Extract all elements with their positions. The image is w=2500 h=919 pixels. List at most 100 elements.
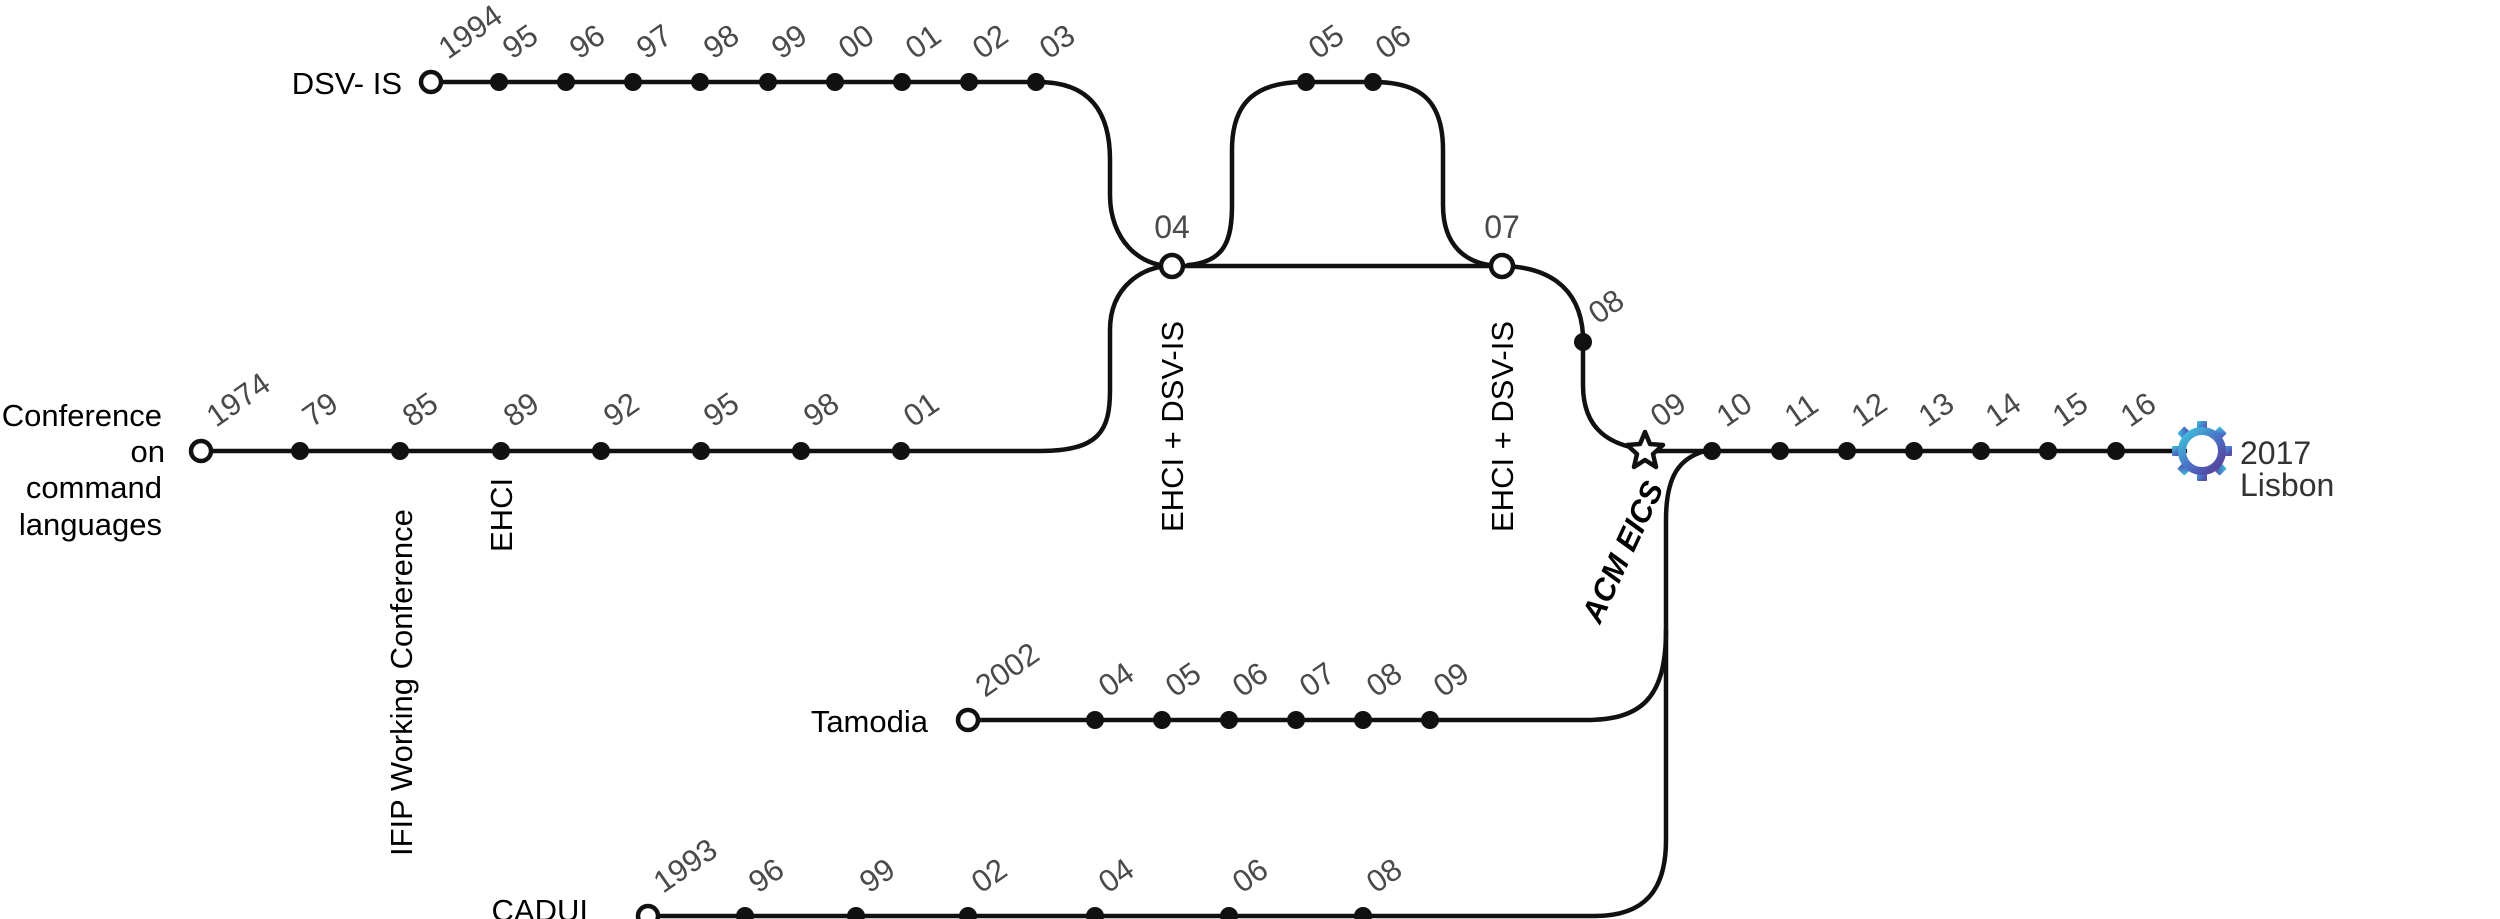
stop-dot	[847, 907, 865, 919]
stop-dot	[1220, 711, 1238, 729]
year-label: 16	[2114, 385, 2162, 433]
stop-dot	[1153, 711, 1171, 729]
merge-station-07	[1488, 252, 1516, 280]
year-label: 07	[1293, 655, 1341, 703]
track-label: CADUI	[492, 893, 588, 919]
stop-dot	[759, 73, 777, 91]
year-label: 01	[899, 17, 947, 65]
ehci-label: EHCI	[484, 478, 519, 552]
year-label: 98	[797, 385, 845, 433]
cadui-line	[645, 627, 1669, 919]
track-merged: 04 05 06 07 08 EHCI + DSV-IS EHCI + DSV-…	[1154, 17, 1630, 532]
year-label: 97	[630, 17, 678, 65]
track-label: Tamodia	[811, 704, 929, 739]
year-label: 85	[396, 385, 444, 433]
destination: 2017 Lisbon	[2172, 421, 2334, 503]
year-label: 1993	[647, 832, 724, 900]
stop-dot	[826, 73, 844, 91]
loop-05-06-line	[1185, 79, 1503, 269]
eics-star-icon	[1624, 429, 1666, 470]
stop-dot	[1771, 442, 1789, 460]
year-label: 06	[1226, 851, 1274, 899]
start-station	[955, 707, 981, 733]
stop-dot	[736, 907, 754, 919]
stop-dot	[490, 73, 508, 91]
year-label: 15	[2046, 385, 2094, 433]
stop-dot	[291, 442, 309, 460]
year-label: 08	[1582, 282, 1630, 330]
stop-dot	[1297, 73, 1315, 91]
year-label: 12	[1845, 385, 1893, 433]
stop-dot	[792, 442, 810, 460]
track-dsvis: DSV- IS 1994 95 96 97 98 99 00 01 02 03	[292, 0, 1082, 101]
year-label: 89	[497, 385, 545, 433]
year-label: 00	[832, 17, 880, 65]
stop-dot	[1574, 333, 1592, 351]
track-eics: ACM EICS 09 10 11 12 13 14 15 16	[1574, 385, 2162, 629]
ifip-working-conference-label: IFIP Working Conference	[384, 509, 419, 856]
stop-dot	[1905, 442, 1923, 460]
destination-city: Lisbon	[2240, 467, 2334, 503]
stop-dot	[1220, 907, 1238, 919]
stop-dot	[1972, 442, 1990, 460]
command-languages-line	[209, 263, 1173, 454]
track-label: DSV- IS	[292, 66, 402, 101]
year-label: 2002	[969, 636, 1046, 704]
start-station	[635, 903, 661, 919]
dsvis-line	[437, 79, 1173, 269]
year-label: 02	[966, 17, 1014, 65]
year-label: 01	[897, 385, 945, 433]
year-label: 08	[1360, 851, 1408, 899]
year-label: 99	[853, 851, 901, 899]
track-label-line: on	[131, 434, 165, 469]
stop-dot	[960, 73, 978, 91]
stop-dot	[1421, 711, 1439, 729]
year-label: 06	[1369, 17, 1417, 65]
stop-dot	[691, 73, 709, 91]
destination-year: 2017	[2240, 435, 2311, 471]
year-label: 08	[1360, 655, 1408, 703]
acm-eics-label: ACM EICS	[1574, 476, 1670, 629]
stop-dot	[492, 442, 510, 460]
stop-dot	[391, 442, 409, 460]
merged-to-eics-line	[1497, 263, 1648, 453]
stop-dot	[1354, 711, 1372, 729]
stop-dot	[2107, 442, 2125, 460]
merge-station-04	[1158, 252, 1186, 280]
year-label: 92	[597, 385, 645, 433]
year-label: 79	[296, 385, 344, 433]
year-label: 04	[1154, 209, 1190, 245]
year-label: 96	[742, 851, 790, 899]
year-label: 04	[1092, 851, 1140, 899]
year-label: 09	[1427, 655, 1475, 703]
ehci-dsvis-label: EHCI + DSV-IS	[1485, 321, 1520, 532]
year-label: 11	[1778, 387, 1824, 434]
year-label: 1974	[200, 366, 277, 434]
stop-dot	[1287, 711, 1305, 729]
stop-dot	[592, 442, 610, 460]
stop-dot	[557, 73, 575, 91]
year-label: 05	[1302, 17, 1350, 65]
year-label: 03	[1033, 17, 1081, 65]
stop-dot	[2039, 442, 2057, 460]
stop-dot	[1086, 907, 1104, 919]
track-command-languages: Conference on command languages 1974 79 …	[2, 366, 946, 856]
start-station	[188, 438, 214, 464]
track-cadui: CADUI 1993 96 99 02 04 06 08	[492, 832, 1408, 919]
track-label-line: Conference	[2, 398, 162, 433]
year-label: 06	[1226, 655, 1274, 703]
stop-dot	[959, 907, 977, 919]
stop-dot	[624, 73, 642, 91]
gear-icon	[2172, 421, 2232, 481]
year-label: 95	[697, 385, 745, 433]
stop-dot	[892, 442, 910, 460]
year-label: 1994	[432, 0, 509, 66]
track-label-line: languages	[19, 507, 162, 542]
track-tamodia: Tamodia 2002 04 05 06 07 08 09	[811, 636, 1475, 739]
year-label: 04	[1092, 655, 1140, 703]
year-label: 96	[563, 17, 611, 65]
stop-dot	[1703, 442, 1721, 460]
track-label-line: command	[26, 470, 162, 505]
year-label: 09	[1644, 385, 1692, 433]
